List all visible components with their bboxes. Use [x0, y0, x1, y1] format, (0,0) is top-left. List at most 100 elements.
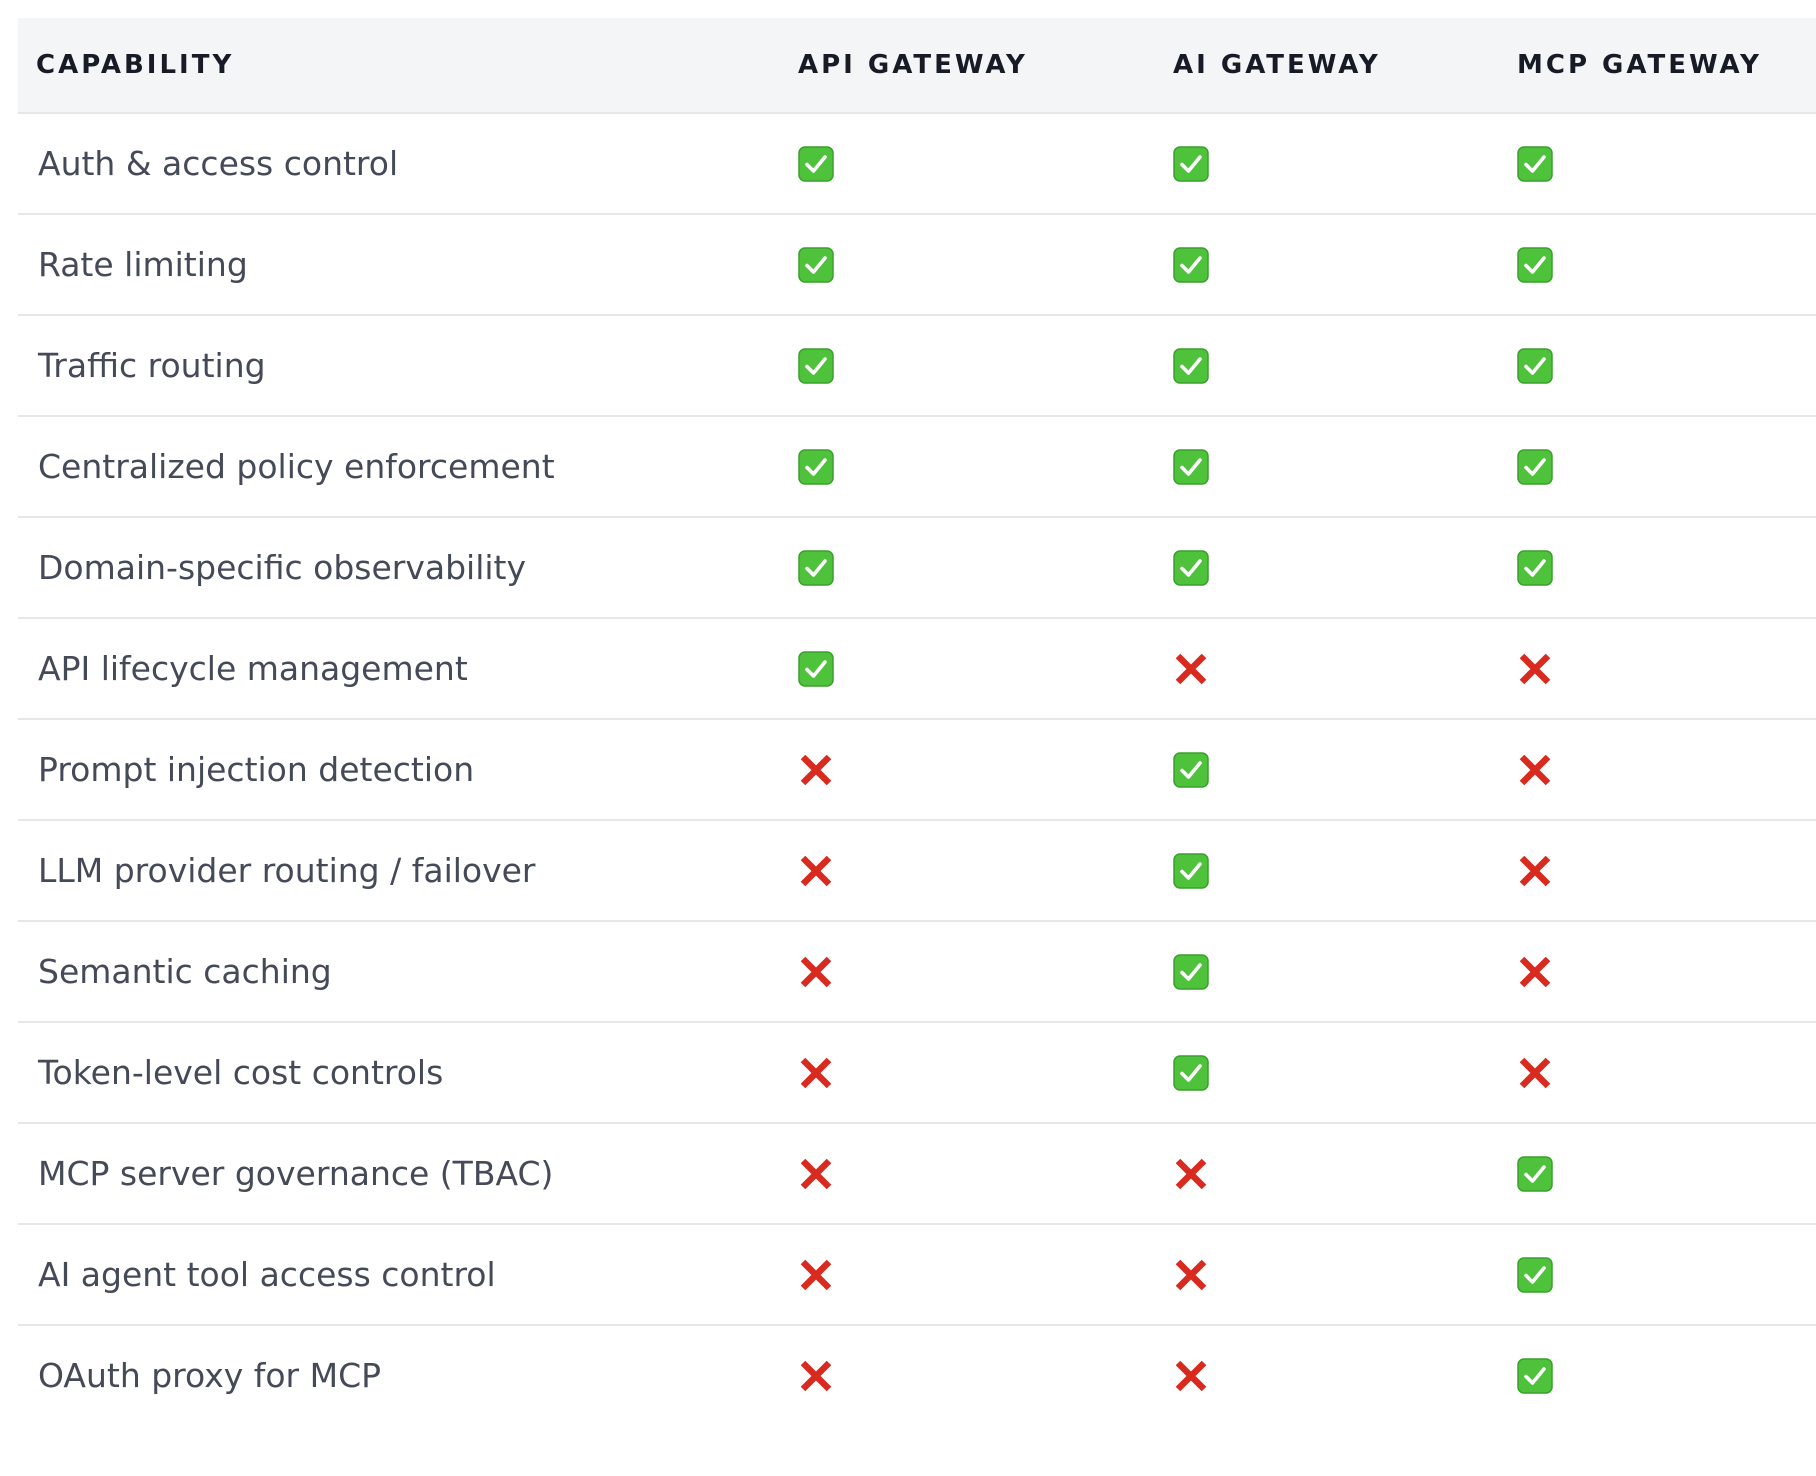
ai-gateway-cell [1173, 1123, 1517, 1225]
table-row: LLM provider routing / failover [18, 820, 1816, 922]
check-mark-icon [798, 549, 834, 586]
api-gateway-cell [798, 1123, 1173, 1225]
cross-mark-icon [1517, 651, 1553, 687]
check-mark-icon [1517, 1357, 1553, 1394]
check-mark-icon [798, 246, 834, 283]
mcp-gateway-cell [1517, 618, 1816, 720]
api-gateway-cell [798, 214, 1173, 316]
capability-cell: Rate limiting [18, 214, 798, 316]
comparison-table-container: CAPABILITY API GATEWAY AI GATEWAY MCP GA… [18, 18, 1816, 1425]
table-row: Rate limiting [18, 214, 1816, 316]
capability-cell: Traffic routing [18, 315, 798, 417]
table-row: API lifecycle management [18, 618, 1816, 720]
table-row: OAuth proxy for MCP [18, 1325, 1816, 1425]
ai-gateway-cell [1173, 820, 1517, 922]
check-mark-icon [1173, 549, 1209, 586]
check-mark-icon [1173, 448, 1209, 485]
mcp-gateway-cell [1517, 315, 1816, 417]
api-gateway-cell [798, 921, 1173, 1023]
ai-gateway-cell [1173, 1325, 1517, 1425]
cross-mark-icon [1173, 1358, 1209, 1394]
header-ai-gateway: AI GATEWAY [1173, 18, 1517, 114]
table-body: Auth & access control Rate limiting Traffi… [18, 113, 1816, 1425]
capability-cell: Auth & access control [18, 113, 798, 215]
ai-gateway-cell [1173, 618, 1517, 720]
api-gateway-cell [798, 517, 1173, 619]
table-row: Centralized policy enforcement [18, 416, 1816, 518]
table-row: Traffic routing [18, 315, 1816, 417]
ai-gateway-cell [1173, 214, 1517, 316]
capability-cell: MCP server governance (TBAC) [18, 1123, 798, 1225]
api-gateway-cell [798, 416, 1173, 518]
table-row: Semantic caching [18, 921, 1816, 1023]
check-mark-icon [1173, 751, 1209, 788]
table-header: CAPABILITY API GATEWAY AI GATEWAY MCP GA… [18, 18, 1816, 114]
mcp-gateway-cell [1517, 517, 1816, 619]
mcp-gateway-cell [1517, 820, 1816, 922]
capability-cell: API lifecycle management [18, 618, 798, 720]
table-row: Prompt injection detection [18, 719, 1816, 821]
capability-cell: Domain-specific observability [18, 517, 798, 619]
ai-gateway-cell [1173, 719, 1517, 821]
table-row: Auth & access control [18, 113, 1816, 215]
check-mark-icon [1517, 448, 1553, 485]
capability-cell: OAuth proxy for MCP [38, 1356, 382, 1395]
check-mark-icon [798, 448, 834, 485]
cross-mark-icon [798, 1358, 834, 1394]
check-mark-icon [1173, 246, 1209, 283]
cross-mark-icon [1173, 651, 1209, 687]
ai-gateway-cell [1173, 517, 1517, 619]
cross-mark-icon [1517, 752, 1553, 788]
check-mark-icon [798, 650, 834, 687]
cross-mark-icon [798, 1257, 834, 1293]
cross-mark-icon [798, 954, 834, 990]
check-mark-icon [1517, 1155, 1553, 1192]
check-mark-icon [1173, 347, 1209, 384]
check-mark-icon [798, 347, 834, 384]
table-row: Token-level cost controls [18, 1022, 1816, 1124]
mcp-gateway-cell [1517, 1224, 1816, 1326]
ai-gateway-cell [1173, 1022, 1517, 1124]
capability-cell: Semantic caching [18, 921, 798, 1023]
api-gateway-cell [798, 1022, 1173, 1124]
api-gateway-cell [798, 618, 1173, 720]
mcp-gateway-cell [1517, 416, 1816, 518]
cross-mark-icon [1173, 1156, 1209, 1192]
header-api-gateway: API GATEWAY [798, 18, 1173, 114]
api-gateway-cell [798, 719, 1173, 821]
api-gateway-cell [798, 113, 1173, 215]
capability-cell: AI agent tool access control [18, 1224, 798, 1326]
table-row: Domain-specific observability [18, 517, 1816, 619]
mcp-gateway-cell [1517, 1022, 1816, 1124]
cross-mark-icon [1517, 853, 1553, 889]
api-gateway-cell [798, 315, 1173, 417]
mcp-gateway-cell [1517, 719, 1816, 821]
check-mark-icon [798, 145, 834, 182]
header-mcp-gateway: MCP GATEWAY [1517, 18, 1816, 114]
mcp-gateway-cell [1517, 1325, 1816, 1425]
cross-mark-icon [798, 853, 834, 889]
capability-cell: Prompt injection detection [18, 719, 798, 821]
check-mark-icon [1517, 145, 1553, 182]
capability-cell: Token-level cost controls [18, 1022, 798, 1124]
check-mark-icon [1517, 246, 1553, 283]
cross-mark-icon [1173, 1257, 1209, 1293]
cross-mark-icon [798, 752, 834, 788]
ai-gateway-cell [1173, 416, 1517, 518]
api-gateway-cell [798, 1224, 1173, 1326]
check-mark-icon [1173, 145, 1209, 182]
mcp-gateway-cell [1517, 113, 1816, 215]
ai-gateway-cell [1173, 921, 1517, 1023]
check-mark-icon [1173, 953, 1209, 990]
check-mark-icon [1517, 347, 1553, 384]
cross-mark-icon [1517, 954, 1553, 990]
cross-mark-icon [798, 1055, 834, 1091]
table-row: AI agent tool access control [18, 1224, 1816, 1326]
api-gateway-cell [798, 1325, 1173, 1425]
ai-gateway-cell [1173, 113, 1517, 215]
mcp-gateway-cell [1517, 1123, 1816, 1225]
mcp-gateway-cell [1517, 214, 1816, 316]
cross-mark-icon [1517, 1055, 1553, 1091]
capability-cell: Centralized policy enforcement [18, 416, 798, 518]
api-gateway-cell [798, 820, 1173, 922]
